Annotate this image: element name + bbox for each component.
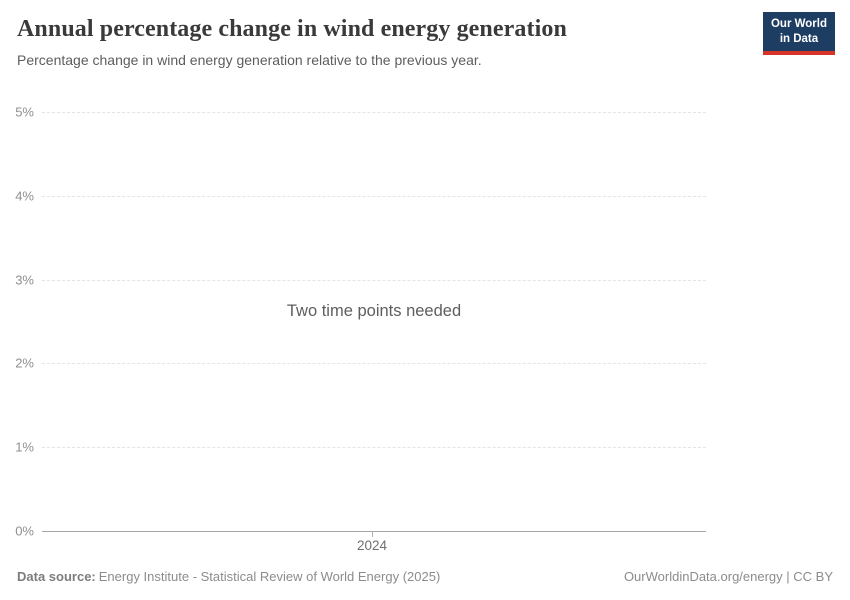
data-source-label: Data source:: [17, 569, 96, 584]
data-source-value: Energy Institute - Statistical Review of…: [98, 569, 441, 584]
y-axis-tick-label: 4%: [15, 188, 34, 204]
x-axis-tick-mark: [372, 531, 373, 537]
gridline: [42, 196, 706, 197]
data-source: Data source: Energy Institute - Statistic…: [17, 569, 440, 584]
y-axis-tick-label: 3%: [15, 272, 34, 288]
gridline: [42, 447, 706, 448]
empty-state-message: Two time points needed: [286, 302, 462, 320]
chart-title: Annual percentage change in wind energy …: [17, 16, 567, 42]
x-axis-tick-label: 2024: [356, 538, 388, 553]
x-axis-line: [42, 531, 706, 532]
owid-logo-line2: in Data: [779, 32, 819, 45]
chart-footer: Data source: Energy Institute - Statistic…: [17, 569, 833, 584]
y-axis-tick-label: 5%: [15, 104, 34, 120]
y-axis-tick-label: 0%: [15, 523, 34, 539]
gridline: [42, 112, 706, 113]
attribution-link[interactable]: OurWorldinData.org/energy | CC BY: [623, 569, 833, 584]
chart-subtitle: Percentage change in wind energy generat…: [17, 52, 482, 68]
owid-logo[interactable]: Our World in Data: [762, 12, 835, 55]
y-axis-tick-label: 2%: [15, 355, 34, 371]
gridline: [42, 280, 706, 281]
y-axis-tick-label: 1%: [15, 439, 34, 455]
gridline: [42, 363, 706, 364]
owid-logo-line1: Our World: [770, 18, 827, 30]
